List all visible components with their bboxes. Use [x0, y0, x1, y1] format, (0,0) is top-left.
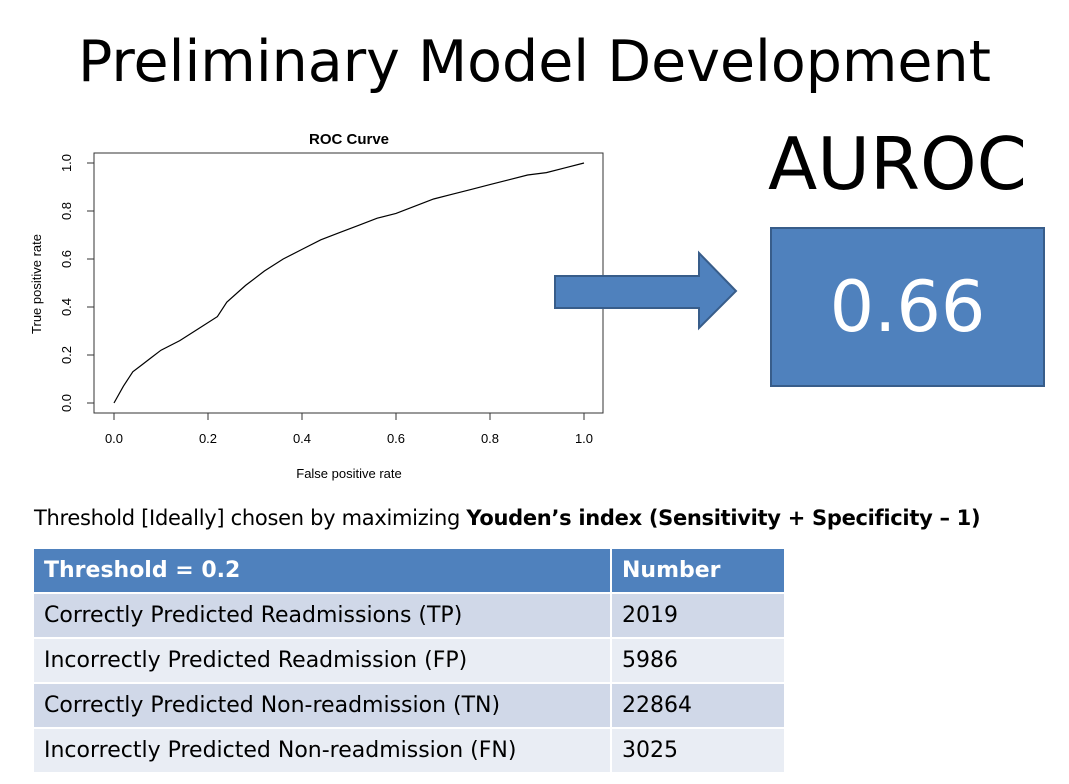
row-value: 2019: [610, 592, 786, 639]
y-axis: 0.0 0.2 0.4 0.6 0.8 1.0: [59, 154, 94, 412]
y-tick-label: 0.0: [59, 394, 74, 412]
roc-series-line: [113, 162, 585, 404]
x-tick-label: 0.6: [387, 431, 405, 446]
table-header-row: Threshold = 0.2 Number: [32, 547, 786, 594]
threshold-note: Threshold [Ideally] chosen by maximizing…: [34, 506, 981, 530]
auroc-value-box: 0.66: [770, 227, 1045, 387]
auroc-label: AUROC: [768, 122, 1027, 206]
row-value: 3025: [610, 727, 786, 774]
y-tick-label: 0.8: [59, 202, 74, 220]
y-axis-label: True positive rate: [29, 234, 44, 334]
table-row: Correctly Predicted Readmissions (TP) 20…: [32, 592, 786, 639]
y-tick-label: 0.6: [59, 250, 74, 268]
right-arrow-icon: [554, 250, 738, 331]
row-label: Incorrectly Predicted Non-readmission (F…: [32, 727, 612, 774]
y-tick-label: 0.4: [59, 298, 74, 316]
table-row: Incorrectly Predicted Readmission (FP) 5…: [32, 637, 786, 684]
y-tick-label: 0.2: [59, 346, 74, 364]
row-label: Correctly Predicted Readmissions (TP): [32, 592, 612, 639]
roc-chart: ROC Curve 0.0 0.2 0.4 0.6 0.8 1.0 0.00.20.40.…: [29, 131, 604, 481]
youden-index-label: Youden’s index (Sensitivity + Specificit…: [466, 506, 981, 530]
confusion-table: Threshold = 0.2 Number Correctly Predict…: [32, 547, 786, 774]
x-tick-label: 0.8: [481, 431, 499, 446]
x-tick-label: 0.2: [199, 431, 217, 446]
plot-frame: [93, 152, 604, 414]
slide-title: Preliminary Model Development: [78, 29, 991, 95]
row-label: Correctly Predicted Non-readmission (TN): [32, 682, 612, 729]
auroc-value: 0.66: [829, 266, 986, 348]
table-row: Incorrectly Predicted Non-readmission (F…: [32, 727, 786, 774]
row-label: Incorrectly Predicted Readmission (FP): [32, 637, 612, 684]
threshold-note-prefix: Threshold [Ideally] chosen by maximizing: [34, 506, 467, 530]
x-axis: 0.0 0.2 0.4 0.6 0.8 1.0: [105, 413, 593, 446]
y-tick-label: 1.0: [59, 154, 74, 172]
header-number: Number: [610, 547, 786, 594]
x-tick-label: 0.0: [105, 431, 123, 446]
x-axis-label: False positive rate: [296, 466, 402, 481]
x-tick-label: 1.0: [575, 431, 593, 446]
chart-title: ROC Curve: [309, 131, 389, 148]
x-tick-label: 0.4: [293, 431, 311, 446]
header-threshold: Threshold = 0.2: [32, 547, 612, 594]
table-row: Correctly Predicted Non-readmission (TN)…: [32, 682, 786, 729]
row-value: 22864: [610, 682, 786, 729]
row-value: 5986: [610, 637, 786, 684]
